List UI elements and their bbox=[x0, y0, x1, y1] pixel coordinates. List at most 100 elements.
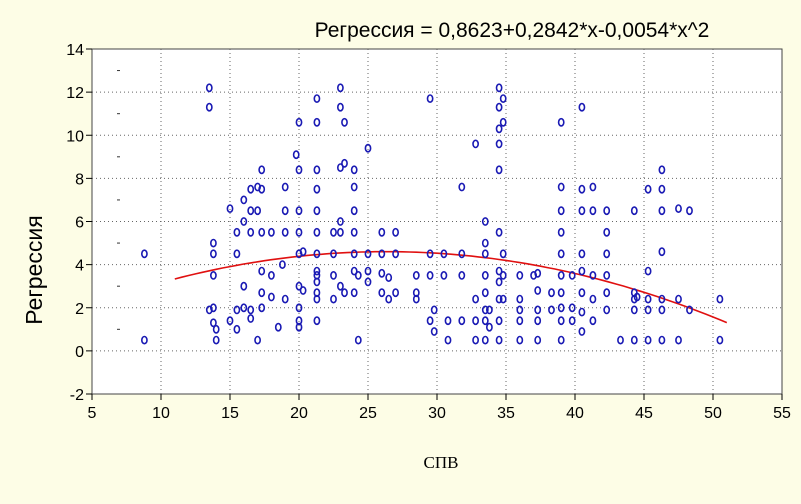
data-point bbox=[247, 314, 255, 323]
data-point bbox=[258, 288, 266, 298]
data-point bbox=[603, 249, 611, 259]
data-point bbox=[378, 249, 386, 259]
data-point bbox=[495, 335, 503, 345]
y-tick-label: 4 bbox=[75, 258, 84, 275]
data-point bbox=[233, 305, 241, 315]
data-point bbox=[495, 316, 503, 326]
data-point bbox=[313, 277, 321, 287]
data-point bbox=[578, 249, 586, 259]
data-point bbox=[233, 227, 241, 237]
data-point bbox=[295, 303, 303, 313]
data-point bbox=[274, 322, 282, 332]
data-point bbox=[278, 260, 286, 269]
data-point bbox=[385, 273, 393, 282]
data-point bbox=[557, 206, 565, 216]
data-point bbox=[440, 249, 448, 259]
data-point bbox=[578, 288, 586, 298]
data-point bbox=[516, 335, 524, 345]
x-tick-label: 10 bbox=[152, 405, 170, 422]
data-point bbox=[233, 249, 241, 259]
data-point bbox=[247, 184, 255, 194]
data-point bbox=[247, 206, 255, 216]
data-point bbox=[472, 316, 479, 326]
data-point bbox=[240, 217, 248, 226]
data-point bbox=[240, 195, 248, 205]
data-point bbox=[258, 303, 266, 313]
data-point bbox=[458, 249, 466, 259]
data-point bbox=[495, 266, 503, 276]
data-point bbox=[481, 288, 489, 298]
data-point bbox=[495, 124, 503, 134]
data-point bbox=[426, 249, 434, 259]
data-point bbox=[485, 322, 493, 332]
data-point bbox=[426, 316, 434, 326]
y-tick-label: -2 bbox=[70, 387, 84, 404]
data-point bbox=[295, 281, 303, 291]
data-point bbox=[499, 117, 507, 127]
data-point bbox=[675, 335, 682, 345]
data-point bbox=[295, 165, 303, 175]
x-axis: 5 10 15 20 25 30 35 40 45 50 55 bbox=[88, 394, 791, 422]
data-point bbox=[658, 184, 666, 194]
data-point bbox=[350, 165, 358, 175]
data-point bbox=[313, 316, 321, 326]
data-point bbox=[630, 335, 638, 345]
data-point bbox=[267, 292, 275, 302]
data-point bbox=[354, 335, 362, 345]
data-point bbox=[516, 294, 524, 304]
data-point bbox=[295, 206, 303, 216]
data-point bbox=[313, 249, 321, 259]
data-point bbox=[426, 94, 434, 103]
data-point bbox=[658, 206, 666, 216]
data-point bbox=[658, 247, 666, 257]
data-point bbox=[481, 305, 489, 315]
data-point bbox=[313, 117, 321, 127]
data-point bbox=[440, 270, 448, 280]
data-point bbox=[481, 249, 489, 259]
x-tick-label: 15 bbox=[221, 405, 239, 422]
y-axis-label: Регрессия bbox=[21, 215, 47, 324]
x-tick-label: 45 bbox=[635, 405, 653, 422]
data-point bbox=[578, 102, 586, 112]
x-tick-label: 20 bbox=[290, 405, 308, 422]
data-point bbox=[578, 184, 586, 194]
data-point bbox=[392, 288, 399, 298]
data-point bbox=[578, 327, 586, 336]
data-point bbox=[313, 227, 321, 237]
data-point bbox=[630, 206, 638, 216]
data-point bbox=[313, 165, 321, 175]
data-point bbox=[233, 324, 241, 334]
data-point bbox=[295, 227, 303, 237]
data-point bbox=[336, 227, 344, 237]
data-point bbox=[568, 303, 576, 313]
y-tick-label: 0 bbox=[75, 344, 84, 361]
data-point bbox=[516, 305, 524, 315]
data-point bbox=[589, 182, 597, 192]
data-point bbox=[350, 227, 358, 237]
data-point bbox=[350, 182, 358, 192]
data-point bbox=[205, 102, 213, 112]
y-tick-label: 2 bbox=[75, 301, 84, 318]
data-point bbox=[548, 305, 555, 315]
data-point bbox=[557, 316, 565, 326]
data-point bbox=[313, 184, 321, 194]
data-point bbox=[644, 184, 652, 194]
data-point bbox=[578, 307, 586, 317]
data-point bbox=[516, 316, 524, 326]
x-tick-label: 5 bbox=[88, 405, 97, 422]
data-point bbox=[292, 150, 300, 160]
data-point bbox=[568, 316, 576, 326]
data-point bbox=[658, 165, 666, 175]
data-point bbox=[330, 249, 337, 259]
data-point bbox=[557, 288, 565, 298]
data-point bbox=[481, 316, 489, 326]
x-tick-label: 40 bbox=[566, 405, 584, 422]
data-point bbox=[364, 249, 372, 259]
data-point bbox=[205, 83, 213, 93]
data-point bbox=[385, 294, 393, 304]
data-point bbox=[430, 305, 438, 315]
y-tick-label: 8 bbox=[75, 171, 84, 188]
data-point bbox=[617, 335, 624, 345]
data-point bbox=[603, 288, 611, 298]
